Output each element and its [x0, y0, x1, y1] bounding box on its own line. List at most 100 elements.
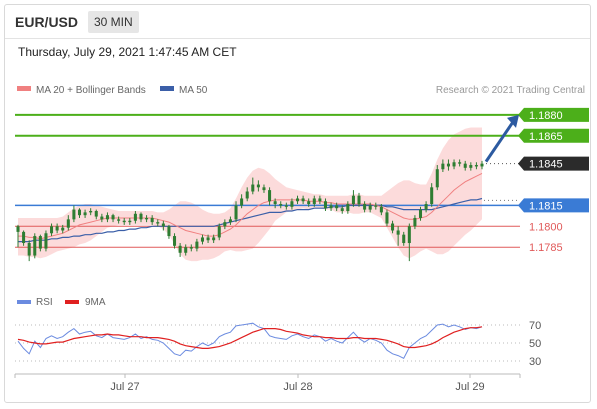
rsi-tick-label: 30	[529, 356, 541, 368]
candle-body	[156, 222, 160, 224]
ma50-legend-label: MA 50	[179, 85, 208, 96]
candle-body	[150, 217, 154, 223]
candle-body	[89, 210, 93, 213]
candle-body	[284, 205, 288, 207]
forecast-arrow-shaft	[484, 121, 515, 163]
candle-body	[38, 236, 42, 249]
candle-body	[117, 219, 121, 221]
candle-body	[407, 226, 411, 244]
candle-body	[441, 163, 445, 170]
candle-body	[111, 215, 115, 220]
candle-body	[184, 247, 188, 253]
x-tick-label: Jul 28	[283, 381, 312, 393]
level-label: 1.1880	[529, 110, 563, 122]
level-tag	[518, 156, 589, 171]
candle-body	[200, 237, 205, 242]
candle-body	[83, 212, 87, 216]
candle-body	[66, 219, 70, 228]
candle-body	[312, 198, 316, 205]
candle-body	[318, 198, 322, 202]
candle-body	[458, 162, 462, 164]
credit-label: Research © 2021 Trading Central	[436, 85, 585, 96]
timestamp: Thursday, July 29, 2021 1:47:45 AM CET	[18, 45, 237, 59]
candle-body	[100, 216, 104, 220]
candle-body	[424, 204, 428, 210]
candle-body	[363, 204, 367, 210]
level-tag	[518, 128, 589, 143]
ma50-line	[18, 197, 483, 243]
rsi-ma-legend-swatch	[65, 300, 79, 304]
candle-body	[94, 210, 98, 217]
candle-body	[273, 201, 277, 205]
candle-body	[228, 219, 232, 223]
level-label: 1.1845	[529, 159, 563, 171]
candle-body	[61, 227, 65, 231]
candle-body	[463, 163, 467, 168]
rsi-ma-line	[17, 326, 483, 349]
level-tag	[518, 198, 589, 213]
candle-body	[217, 226, 221, 238]
candle-body	[340, 208, 344, 211]
candle-body	[346, 204, 350, 211]
candle-body	[396, 230, 400, 235]
candle-body	[474, 165, 478, 167]
level-label: 1.1865	[529, 131, 563, 143]
candle-body	[50, 226, 54, 234]
candle-body	[435, 169, 439, 188]
widget-header: EUR/USD 30 MIN	[5, 5, 590, 39]
candle-body	[212, 237, 216, 241]
candle-body	[256, 184, 260, 188]
rsi-legend-label: RSI	[36, 297, 53, 308]
x-tick-label: Jul 27	[110, 381, 139, 393]
rsi-ma-legend-label: 9MA	[85, 297, 106, 308]
ma50-legend-swatch	[160, 86, 174, 91]
candle-body	[374, 205, 378, 207]
candle-body	[335, 205, 339, 209]
candle-body	[167, 226, 171, 237]
candle-body	[430, 187, 434, 205]
candle-body	[27, 243, 31, 256]
candle-body	[351, 195, 355, 205]
level-label: 1.1800	[529, 221, 563, 233]
candle-body	[279, 204, 283, 206]
x-tick-label: Jul 29	[455, 381, 484, 393]
candle-body	[105, 215, 109, 220]
x-axis: Jul 27 Jul 28 Jul 29	[14, 373, 521, 393]
candle-body	[173, 236, 177, 246]
candle-body	[418, 209, 423, 218]
candle-body	[55, 226, 59, 231]
candle-body	[379, 206, 383, 213]
bollinger-band	[18, 127, 482, 262]
candle-body	[329, 205, 333, 209]
candle-body	[44, 233, 48, 249]
candle-body	[469, 165, 473, 168]
candle-body	[133, 213, 137, 221]
candle-body	[16, 226, 20, 232]
candle-body	[385, 212, 389, 224]
candle-body	[368, 205, 372, 210]
level-tag	[518, 107, 589, 122]
ma20-legend-swatch	[17, 86, 31, 91]
candle-body	[72, 209, 76, 220]
candle-body	[178, 245, 182, 253]
candle-body	[195, 241, 199, 249]
candle-body	[391, 223, 395, 231]
main-plot: 1.1880 1.1865 1.1845 1.1815 1.1800 1.1785	[15, 107, 589, 262]
rsi-tick-label: 70	[529, 320, 541, 332]
candle-body	[223, 222, 227, 227]
candle-body	[240, 198, 244, 206]
candle-body	[128, 220, 132, 223]
rsi-plot: 70 50 30	[15, 320, 541, 368]
candle-body	[268, 190, 272, 202]
candle-body	[452, 162, 456, 167]
candle-body	[206, 237, 210, 241]
candle-body	[323, 201, 327, 209]
rsi-legend-swatch	[17, 300, 31, 304]
ma20-legend-label: MA 20 + Bollinger Bands	[36, 85, 146, 96]
candle-body	[307, 201, 311, 205]
candle-body	[139, 213, 143, 220]
interval-badge[interactable]: 30 MIN	[88, 11, 139, 33]
chart-widget: EUR/USD 30 MIN Thursday, July 29, 2021 1…	[4, 4, 591, 403]
rsi-line	[17, 322, 483, 359]
